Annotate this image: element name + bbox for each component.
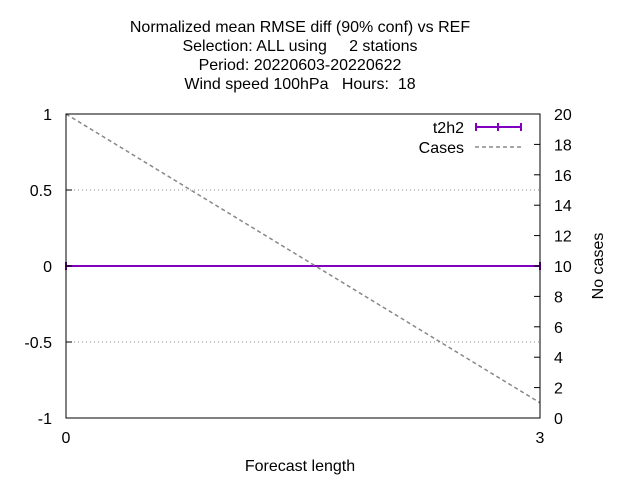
y2-tick-label: 16: [554, 168, 572, 185]
title-line-2: Selection: ALL using 2 stations: [182, 38, 417, 55]
y-tick-label: 0: [43, 259, 52, 276]
y2-tick-label: 10: [554, 259, 572, 276]
y2-tick-label: 0: [554, 411, 563, 428]
y2-tick-label: 4: [554, 350, 563, 367]
y-tick-label: 0.5: [30, 183, 52, 200]
x-tick-label: 0: [62, 430, 71, 447]
title-line-1: Normalized mean RMSE diff (90% conf) vs …: [130, 19, 470, 36]
chart-title: Normalized mean RMSE diff (90% conf) vs …: [130, 19, 470, 93]
title-line-3: Period: 20220603-20220622: [199, 57, 402, 74]
legend: t2h2 Cases: [419, 120, 522, 157]
x-tick-label: 3: [536, 430, 545, 447]
y2-tick-label: 18: [554, 137, 572, 154]
y-tick-label: -0.5: [24, 335, 52, 352]
grid: [66, 189, 540, 343]
y2-tick-label: 2: [554, 381, 563, 398]
y2-axis-label: No cases: [590, 233, 607, 300]
y2-tick-label: 20: [554, 107, 572, 124]
y2-tick-label: 6: [554, 320, 563, 337]
title-line-4: Wind speed 100hPa Hours: 18: [184, 76, 415, 93]
y2-tick-label: 12: [554, 229, 572, 246]
series-line-cases: [65, 113, 541, 404]
series-layer: [65, 113, 541, 404]
y-tick-label: -1: [38, 411, 52, 428]
legend-label-cases: Cases: [419, 140, 464, 157]
y2-tick-label: 8: [554, 289, 563, 306]
y-tick-label: 1: [43, 107, 52, 124]
x-axis-label: Forecast length: [245, 458, 355, 475]
legend-label-t2h2: t2h2: [433, 120, 464, 137]
y2-tick-label: 14: [554, 198, 572, 215]
